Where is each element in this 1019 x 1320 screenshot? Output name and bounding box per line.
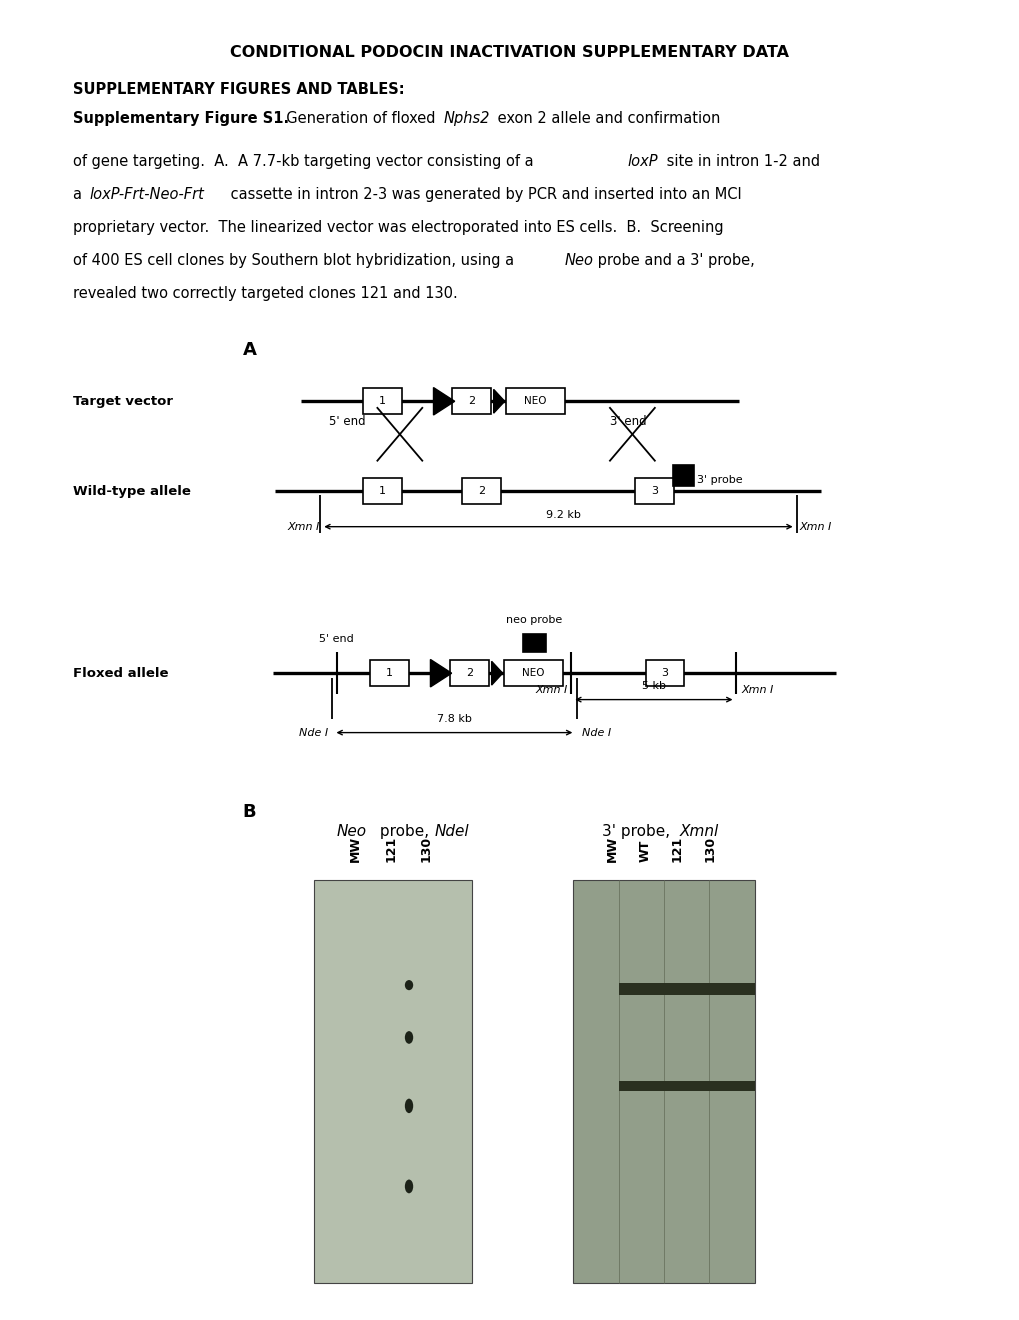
Bar — [363, 388, 401, 414]
Bar — [635, 478, 674, 504]
Text: Target vector: Target vector — [73, 395, 173, 408]
Bar — [503, 660, 562, 686]
Text: MW: MW — [348, 836, 361, 862]
Text: cassette in intron 2-3 was generated by PCR and inserted into an MCI: cassette in intron 2-3 was generated by … — [226, 186, 742, 202]
Bar — [645, 660, 684, 686]
Bar — [573, 880, 754, 1283]
Text: probe and a 3' probe,: probe and a 3' probe, — [592, 252, 754, 268]
Text: CONDITIONAL PODOCIN INACTIVATION SUPPLEMENTARY DATA: CONDITIONAL PODOCIN INACTIVATION SUPPLEM… — [230, 45, 789, 59]
Text: site in intron 1-2 and: site in intron 1-2 and — [661, 153, 819, 169]
Text: exon 2 allele and confirmation: exon 2 allele and confirmation — [492, 111, 719, 127]
Polygon shape — [433, 388, 454, 414]
Text: Floxed allele: Floxed allele — [73, 667, 169, 680]
Bar — [709, 1081, 754, 1090]
Text: neo probe: neo probe — [505, 615, 562, 626]
Polygon shape — [430, 660, 451, 686]
Text: Neo: Neo — [336, 824, 367, 840]
Text: Supplementary Figure S1.: Supplementary Figure S1. — [73, 111, 289, 127]
Bar — [619, 983, 663, 995]
Text: of gene targeting.  A.  A 7.7-kb targeting vector consisting of a: of gene targeting. A. A 7.7-kb targeting… — [73, 153, 538, 169]
Polygon shape — [493, 389, 504, 413]
Text: NEO: NEO — [522, 668, 544, 678]
Bar — [363, 478, 401, 504]
Text: proprietary vector.  The linearized vector was electroporated into ES cells.  B.: proprietary vector. The linearized vecto… — [73, 219, 723, 235]
Text: 130: 130 — [703, 836, 715, 862]
Text: 1: 1 — [386, 668, 392, 678]
Text: 5' end: 5' end — [328, 414, 365, 428]
Text: 5 kb: 5 kb — [641, 681, 665, 692]
Text: 9.2 kb: 9.2 kb — [545, 510, 580, 520]
Text: Neo: Neo — [565, 252, 593, 268]
Ellipse shape — [405, 1031, 413, 1044]
Text: 3: 3 — [661, 668, 667, 678]
Ellipse shape — [405, 1098, 413, 1113]
Text: 1: 1 — [379, 486, 385, 496]
Bar — [709, 983, 754, 995]
Bar — [523, 634, 545, 652]
Text: Xmnl: Xmnl — [679, 824, 717, 840]
Text: Ndel: Ndel — [434, 824, 469, 840]
Text: SUPPLEMENTARY FIGURES AND TABLES:: SUPPLEMENTARY FIGURES AND TABLES: — [73, 82, 405, 98]
Text: of 400 ES cell clones by Southern blot hybridization, using a: of 400 ES cell clones by Southern blot h… — [73, 252, 519, 268]
Text: 3' probe,: 3' probe, — [601, 824, 675, 840]
Text: Nde I: Nde I — [299, 727, 328, 738]
Text: 130: 130 — [420, 836, 432, 862]
Ellipse shape — [405, 979, 413, 990]
Bar — [673, 465, 693, 486]
Text: Wild-type allele: Wild-type allele — [73, 484, 192, 498]
Text: Nphs2: Nphs2 — [443, 111, 489, 127]
Bar — [663, 983, 709, 995]
Text: 2: 2 — [466, 668, 472, 678]
Ellipse shape — [405, 1180, 413, 1193]
Text: 121: 121 — [671, 836, 683, 862]
Text: 3' probe: 3' probe — [696, 475, 742, 486]
Text: a: a — [73, 186, 87, 202]
Polygon shape — [491, 661, 502, 685]
Bar — [462, 478, 500, 504]
Text: MW: MW — [605, 836, 618, 862]
Bar — [314, 880, 472, 1283]
Text: 2: 2 — [478, 486, 484, 496]
Bar — [449, 660, 488, 686]
Text: 3' end: 3' end — [609, 414, 646, 428]
Text: WT: WT — [638, 840, 650, 862]
Text: Generation of floxed: Generation of floxed — [277, 111, 440, 127]
Bar — [370, 660, 409, 686]
Text: 2: 2 — [468, 396, 474, 407]
Text: Nde I: Nde I — [582, 727, 611, 738]
Text: 7.8 kb: 7.8 kb — [436, 714, 472, 725]
Text: revealed two correctly targeted clones 121 and 130.: revealed two correctly targeted clones 1… — [73, 285, 458, 301]
Text: NEO: NEO — [524, 396, 546, 407]
Text: Xmn I: Xmn I — [535, 685, 568, 696]
Bar — [619, 1081, 663, 1090]
Text: 1: 1 — [379, 396, 385, 407]
Text: A: A — [243, 341, 257, 359]
Bar — [663, 1081, 709, 1090]
Text: Xmn I: Xmn I — [741, 685, 773, 696]
Text: 3: 3 — [651, 486, 657, 496]
Text: loxP: loxP — [627, 153, 657, 169]
Text: Xmn I: Xmn I — [799, 521, 832, 532]
Bar — [505, 388, 565, 414]
Text: B: B — [243, 803, 256, 821]
Text: 5' end: 5' end — [319, 634, 354, 644]
Text: probe,: probe, — [375, 824, 434, 840]
Text: 121: 121 — [384, 836, 396, 862]
Text: loxP-Frt-Neo-Frt: loxP-Frt-Neo-Frt — [90, 186, 205, 202]
Bar — [451, 388, 490, 414]
Text: Xmn I: Xmn I — [287, 521, 320, 532]
